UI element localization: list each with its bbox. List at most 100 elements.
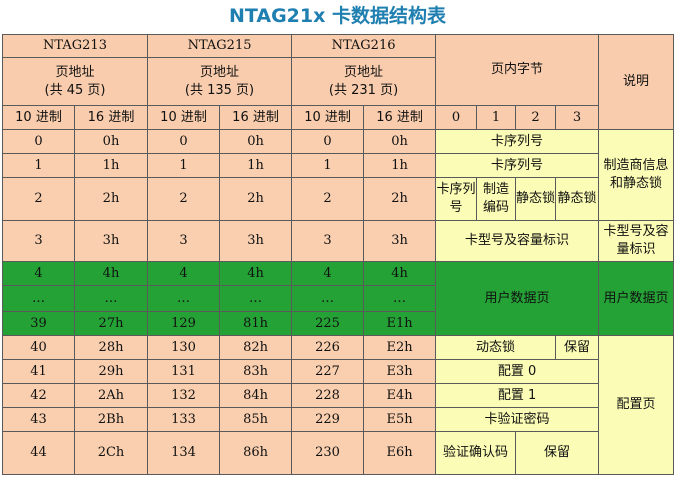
page-cell: 82h (219, 335, 293, 360)
page-cell: … (363, 285, 437, 312)
page-cell: 43 (2, 407, 75, 432)
serial-number-cell: 卡序列号 (435, 153, 600, 178)
page-cell: 81h (219, 311, 293, 336)
table-row: 41 29h 131 83h 227 E3h 配置 0 (2, 359, 674, 384)
page-cell: E4h (363, 383, 437, 408)
page-cell: 1 (147, 153, 221, 178)
desc-user-data: 用户数据页 (598, 261, 675, 336)
page-cell: 3h (363, 220, 437, 262)
page-cell: 41 (2, 359, 75, 384)
byte-index-1: 1 (476, 105, 517, 130)
page-cell: 4h (363, 261, 437, 286)
page-cell: 3 (147, 220, 221, 262)
table-row: 1 1h 1 1h 1 1h 卡序列号 (2, 153, 674, 178)
page-cell: E3h (363, 359, 437, 384)
page-cell: 2h (73, 177, 149, 221)
page-cell: 133 (147, 407, 221, 432)
page-cell: 0 (2, 129, 75, 154)
page-cell: 230 (291, 431, 365, 475)
page-cell: 2 (147, 177, 221, 221)
table-row: 4 4h 4 4h 4 4h 用户数据页 用户数据页 (2, 261, 675, 336)
page-cell: 42 (2, 383, 75, 408)
reserved-cell: 保留 (515, 431, 600, 475)
table-row: 42 2Ah 132 84h 228 E4h 配置 1 (2, 383, 674, 408)
page-cell: 2Ch (73, 431, 149, 475)
bytes-header: 页内字节 (435, 34, 600, 106)
page-cell: 4h (219, 261, 293, 286)
page-cell: 131 (147, 359, 221, 384)
page-title: NTAG21x 卡数据结构表 (229, 5, 446, 27)
page-cell: 2 (291, 177, 365, 221)
page-cell: 1h (363, 153, 437, 178)
page-cell: 86h (219, 431, 293, 475)
page-cell: E1h (363, 311, 437, 336)
page-cell: 3h (219, 220, 293, 262)
page-cell: 130 (147, 335, 221, 360)
table-row: 3 3h 3 3h 3 3h 卡型号及容量标识 卡型号及容量标识 (2, 220, 675, 262)
table-row: 2 2h 2 2h 2 2h 卡序列号 制造编码 静态锁 静态锁 (2, 177, 674, 221)
dec-label: 10 进制 (291, 105, 365, 130)
page-cell: 3h (73, 220, 149, 262)
page-cell: E5h (363, 407, 437, 432)
dec-label: 10 进制 (2, 105, 75, 130)
table-row: 39 27h 129 81h 225 E1h (2, 311, 674, 336)
page-count-label: (共 45 页) (44, 82, 106, 98)
page-cell: E6h (363, 431, 437, 475)
byte-index-2: 2 (515, 105, 557, 130)
page-cell: 83h (219, 359, 293, 384)
static-lock-cell: 静态锁 (515, 177, 557, 221)
page-cell: 134 (147, 431, 221, 475)
page-cell: 227 (291, 359, 365, 384)
serial-number-byte-cell: 卡序列号 (435, 177, 478, 221)
page-cell: 3 (291, 220, 365, 262)
desc-manufacturer: 制造商信息和静态锁 (598, 129, 675, 221)
chip-ntag215-pages: 页地址 (共 135 页) (147, 57, 293, 106)
page-cell: … (2, 285, 75, 312)
chip-ntag216-pages: 页地址 (共 231 页) (291, 57, 437, 106)
dec-label: 10 进制 (147, 105, 221, 130)
manufacturer-code-cell: 制造编码 (476, 177, 517, 221)
table-row: 44 2Ch 134 86h 230 E6h 验证确认码 保留 (2, 431, 674, 475)
password-cell: 卡验证密码 (435, 407, 600, 432)
page-cell: 0h (219, 129, 293, 154)
page-cell: 2Ah (73, 383, 149, 408)
chip-ntag213-pages: 页地址 (共 45 页) (1, 57, 149, 106)
page-cell: 2Bh (73, 407, 149, 432)
page-cell: 4h (73, 261, 149, 286)
table-row: 43 2Bh 133 85h 229 E5h 卡验证密码 (2, 407, 674, 432)
desc-capability: 卡型号及容量标识 (598, 220, 675, 262)
byte-index-3: 3 (555, 105, 600, 130)
static-lock-cell: 静态锁 (555, 177, 600, 221)
data-structure-table: NTAG213 NTAG215 NTAG216 页内字节 说明 页地址 (共 4… (1, 34, 675, 475)
page-cell: 44 (2, 431, 75, 475)
chip-ntag215-header: NTAG215 (147, 34, 293, 58)
page-cell: 29h (73, 359, 149, 384)
page-address-label: 页地址 (344, 64, 384, 80)
desc-config: 配置页 (598, 335, 675, 475)
page-cell: 228 (291, 383, 365, 408)
page-cell: 0h (363, 129, 437, 154)
table-row: … … … … … … (2, 285, 674, 312)
page-cell: 1 (2, 153, 75, 178)
page-cell: 84h (219, 383, 293, 408)
page-cell: … (147, 285, 221, 312)
page-cell: 0h (73, 129, 149, 154)
page-cell: 3 (2, 220, 75, 262)
desc-header: 说明 (598, 34, 675, 130)
hex-label: 16 进制 (219, 105, 293, 130)
page-count-label: (共 135 页) (184, 82, 255, 98)
page-cell: 4 (291, 261, 365, 286)
page-cell: 129 (147, 311, 221, 336)
table-row: 0 0h 0 0h 0 0h 卡序列号 制造商信息和静态锁 (2, 129, 675, 221)
page-cell: 2h (363, 177, 437, 221)
page-cell: E2h (363, 335, 437, 360)
chip-ntag216-header: NTAG216 (291, 34, 437, 58)
page-cell: 0 (147, 129, 221, 154)
page-cell: 28h (73, 335, 149, 360)
page-cell: 1h (219, 153, 293, 178)
page-cell: 132 (147, 383, 221, 408)
hex-label: 16 进制 (73, 105, 149, 130)
page-cell: 40 (2, 335, 75, 360)
page-cell: … (73, 285, 149, 312)
pack-cell: 验证确认码 (435, 431, 517, 475)
